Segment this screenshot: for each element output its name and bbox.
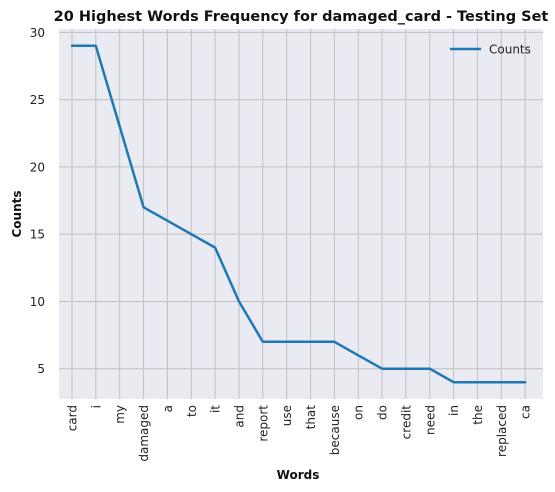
x-tick-label: card — [66, 405, 80, 431]
y-tick-labels: 5 10 15 20 25 30 — [30, 26, 45, 376]
x-tick-label: damaged — [137, 405, 151, 462]
x-tick-label: to — [185, 405, 199, 417]
y-tick-label: 25 — [30, 93, 45, 107]
y-tick-label: 5 — [37, 362, 45, 376]
x-tick-label: report — [256, 405, 270, 442]
x-tick-label: it — [209, 405, 223, 413]
x-tick-label: and — [232, 405, 246, 428]
y-tick-label: 15 — [30, 228, 45, 242]
legend: Counts — [450, 43, 531, 57]
grid — [59, 29, 543, 399]
x-tick-label: because — [328, 405, 342, 455]
x-tick-label: need — [423, 405, 437, 435]
x-tick-label: the — [471, 405, 485, 425]
x-tick-label: replaced — [495, 405, 509, 457]
x-tick-label: in — [447, 405, 461, 416]
y-tick-label: 10 — [30, 295, 45, 309]
y-tick-label: 30 — [30, 26, 45, 40]
y-axis-label: Counts — [10, 190, 24, 237]
x-tick-label: my — [113, 405, 127, 424]
plot-background — [59, 29, 543, 399]
series — [70, 44, 527, 384]
x-tick-label: do — [376, 405, 390, 420]
chart-title: 20 Highest Words Frequency for damaged_c… — [54, 9, 549, 25]
x-tick-labels: card i my damaged a to it and report use that becau… — [66, 405, 533, 462]
x-tick-label: a — [161, 405, 175, 412]
y-tick-label: 20 — [30, 160, 45, 174]
x-tick-label: i — [89, 405, 103, 408]
x-axis-label: Words — [277, 468, 320, 482]
x-tick-label: that — [304, 405, 318, 430]
series-line-counts — [70, 44, 527, 384]
x-tick-label: use — [280, 405, 294, 426]
x-tick-label: on — [352, 405, 366, 420]
legend-label: Counts — [489, 43, 531, 57]
x-tick-label: credit — [399, 405, 413, 440]
x-tick-label: ca — [519, 405, 533, 419]
